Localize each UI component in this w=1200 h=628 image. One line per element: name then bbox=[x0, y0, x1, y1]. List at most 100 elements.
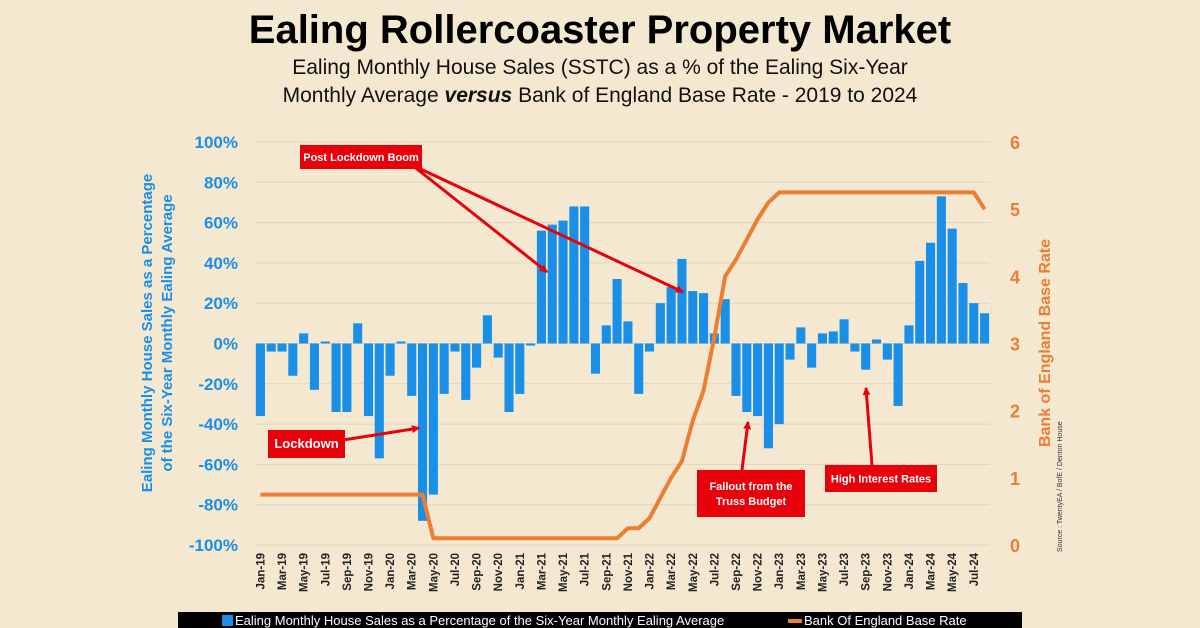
legend-label: Bank Of England Base Rate bbox=[804, 613, 967, 628]
x-tick-label: Sep-22 bbox=[731, 553, 743, 591]
bar bbox=[428, 343, 438, 495]
bar bbox=[817, 333, 828, 344]
bar bbox=[493, 343, 503, 358]
bar bbox=[439, 343, 449, 394]
bar bbox=[742, 343, 752, 413]
x-tick-label: Mar-23 bbox=[796, 553, 808, 590]
bar bbox=[363, 343, 374, 417]
base-rate-line bbox=[260, 190, 987, 541]
annotation-high-interest-rates-label: High Interest Rates bbox=[831, 474, 931, 486]
x-tick-label: May-19 bbox=[299, 553, 311, 592]
bar bbox=[374, 343, 384, 459]
bar bbox=[580, 206, 590, 344]
x-tick-label: Sep-19 bbox=[342, 553, 354, 591]
bar bbox=[353, 323, 363, 344]
legend-swatch-line bbox=[788, 618, 802, 623]
annotation-arrow bbox=[411, 163, 684, 294]
x-tick-label: Jan-21 bbox=[515, 552, 527, 589]
y-left-tick-label: -20% bbox=[198, 375, 238, 394]
bar bbox=[255, 343, 265, 417]
bar bbox=[807, 343, 817, 368]
x-tick-label: Jan-23 bbox=[774, 553, 786, 589]
source-note: Source : TwentyEA / BofE / Denton House bbox=[1057, 421, 1064, 552]
bar bbox=[504, 343, 514, 413]
bar bbox=[385, 343, 395, 376]
bar bbox=[753, 343, 763, 417]
annotation-arrow bbox=[342, 425, 420, 442]
x-tick-label: Sep-23 bbox=[861, 553, 873, 591]
bar bbox=[796, 327, 806, 344]
bar bbox=[947, 228, 957, 344]
annotation-high-interest-rates-box bbox=[825, 465, 937, 492]
y-left-tick-label: 100% bbox=[195, 133, 238, 152]
bar bbox=[320, 341, 330, 344]
x-tick-label: Mar-21 bbox=[536, 552, 548, 590]
bar bbox=[839, 319, 849, 344]
bar bbox=[569, 206, 579, 344]
x-tick-label: Jul-19 bbox=[320, 553, 332, 586]
x-tick-label: Mar-19 bbox=[277, 553, 289, 590]
x-tick-label: May-21 bbox=[558, 552, 570, 592]
x-tick-label: Jan-24 bbox=[904, 552, 916, 589]
annotation-lockdown-label: Lockdown bbox=[274, 436, 338, 451]
y-left-axis-title: of the Six-Year Monthly Ealing Average bbox=[159, 194, 176, 471]
bar bbox=[288, 343, 298, 376]
legend-swatch-bar bbox=[222, 615, 233, 626]
bar bbox=[515, 343, 525, 394]
bar bbox=[763, 343, 773, 449]
bar bbox=[785, 343, 795, 360]
bar bbox=[309, 343, 319, 390]
bar bbox=[331, 343, 341, 413]
bar bbox=[774, 343, 784, 425]
bar bbox=[980, 313, 990, 344]
bar bbox=[634, 343, 644, 394]
y-left-axis-title: Ealing Monthly House Sales as a Percenta… bbox=[139, 174, 156, 492]
bar bbox=[396, 341, 406, 344]
x-tick-label: Jul-24 bbox=[969, 552, 981, 586]
subtitle-emphasis: versus bbox=[444, 84, 513, 107]
annotation-arrow bbox=[740, 421, 752, 471]
x-tick-label: Jan-20 bbox=[385, 553, 397, 589]
legend-item-rate: Bank Of England Base Rate bbox=[788, 613, 967, 628]
x-tick-label: May-24 bbox=[947, 552, 959, 592]
legend: Ealing Monthly House Sales as a Percenta… bbox=[178, 612, 1022, 628]
x-tick-label: May-20 bbox=[428, 553, 440, 592]
y-left-tick-label: 40% bbox=[204, 254, 238, 273]
x-tick-label: Mar-24 bbox=[926, 552, 938, 590]
y-left-tick-label: -100% bbox=[189, 536, 238, 555]
bar bbox=[644, 343, 655, 352]
bar bbox=[969, 303, 979, 344]
x-tick-label: Mar-20 bbox=[407, 553, 419, 590]
bar bbox=[558, 220, 568, 344]
bar bbox=[266, 343, 276, 352]
bar bbox=[590, 343, 601, 374]
y-right-tick-label: 1 bbox=[1010, 469, 1020, 489]
x-tick-label: Nov-19 bbox=[363, 553, 375, 591]
bar bbox=[601, 325, 611, 344]
bar bbox=[612, 279, 622, 344]
annotation-truss-budget-box bbox=[697, 470, 805, 517]
annotation-lockdown-box bbox=[268, 430, 345, 458]
chart-title: Ealing Rollercoaster Property Market bbox=[248, 8, 952, 52]
y-left-tick-label: -60% bbox=[198, 455, 238, 474]
bar bbox=[828, 331, 838, 344]
bar bbox=[277, 343, 287, 352]
bar bbox=[926, 242, 936, 344]
y-left-tick-label: 80% bbox=[204, 173, 238, 192]
y-left-tick-label: 60% bbox=[204, 214, 238, 233]
bar bbox=[720, 299, 730, 344]
bar bbox=[536, 230, 546, 344]
chart-subtitle-line1: Ealing Monthly House Sales (SSTC) as a %… bbox=[292, 56, 908, 79]
x-tick-label: Mar-22 bbox=[666, 553, 678, 590]
bar bbox=[688, 291, 698, 344]
x-tick-label: Nov-23 bbox=[882, 553, 894, 591]
bar bbox=[958, 283, 968, 344]
bar bbox=[623, 321, 633, 344]
bar bbox=[893, 343, 903, 406]
bar bbox=[450, 343, 460, 352]
bar bbox=[861, 343, 871, 370]
x-tick-label: Nov-20 bbox=[493, 553, 505, 591]
x-tick-label: Nov-22 bbox=[753, 553, 765, 591]
annotation-post-lockdown-boom-label: Post Lockdown Boom bbox=[303, 152, 419, 164]
